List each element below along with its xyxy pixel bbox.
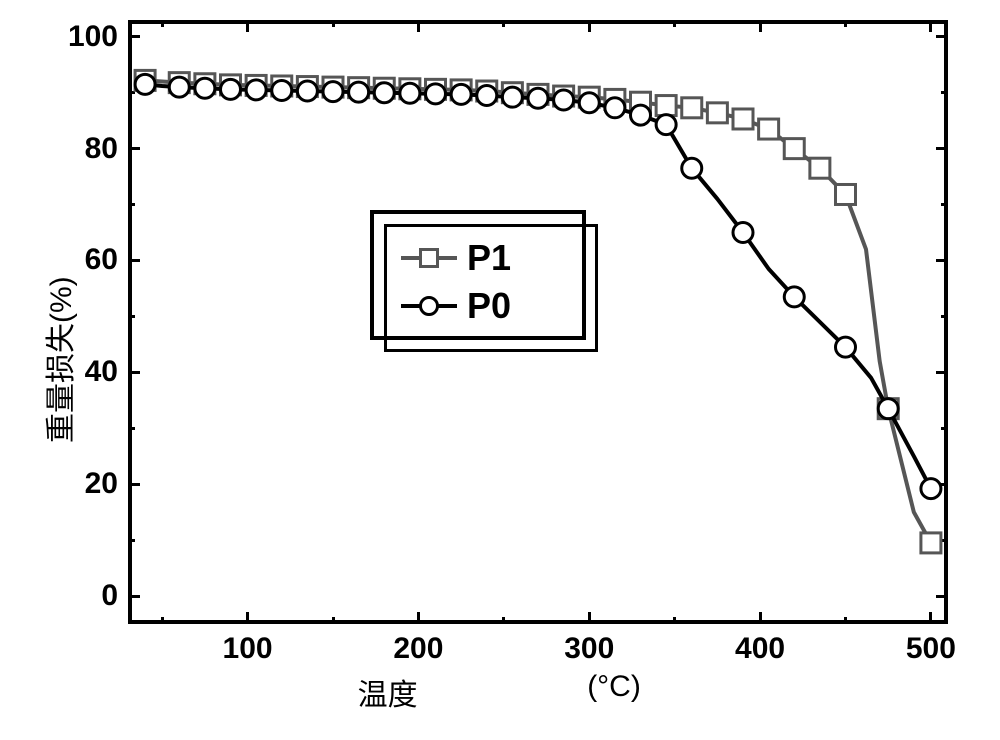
series-marker-P0	[733, 223, 753, 243]
series-marker-P0	[477, 86, 497, 106]
series-marker-P1	[707, 103, 727, 123]
series-marker-P0	[451, 84, 471, 104]
series-marker-P0	[921, 479, 941, 499]
series-marker-P1	[921, 533, 941, 553]
series-marker-P0	[221, 79, 241, 99]
legend-sample-marker	[419, 248, 439, 268]
series-marker-P0	[528, 88, 548, 108]
series-marker-P0	[297, 81, 317, 101]
legend-label: P1	[467, 237, 511, 279]
series-marker-P0	[272, 80, 292, 100]
series-marker-P0	[784, 287, 804, 307]
series-marker-P0	[502, 87, 522, 107]
series-marker-P0	[631, 105, 651, 125]
series-marker-P0	[836, 337, 856, 357]
series-marker-P0	[374, 83, 394, 103]
series-marker-P0	[426, 84, 446, 104]
series-marker-P0	[246, 80, 266, 100]
series-marker-P0	[682, 158, 702, 178]
series-marker-P1	[759, 119, 779, 139]
series-marker-P0	[878, 399, 898, 419]
series-marker-P0	[656, 115, 676, 135]
legend-sample-marker	[419, 296, 439, 316]
series-marker-P1	[733, 109, 753, 129]
series-marker-P0	[605, 98, 625, 118]
series-marker-P0	[135, 74, 155, 94]
series-marker-P0	[323, 82, 343, 102]
series-marker-P1	[784, 139, 804, 159]
legend-sample-line	[401, 256, 457, 260]
series-marker-P1	[682, 98, 702, 118]
series-marker-P0	[400, 83, 420, 103]
legend: P1P0	[370, 210, 586, 340]
series-marker-P0	[349, 82, 369, 102]
legend-item-P1: P1	[401, 237, 511, 279]
plot-svg	[0, 0, 1000, 740]
series-marker-P1	[810, 158, 830, 178]
series-marker-P0	[554, 90, 574, 110]
legend-label: P0	[467, 285, 511, 327]
legend-item-P0: P0	[401, 285, 511, 327]
legend-sample-line	[401, 304, 457, 308]
series-marker-P1	[836, 184, 856, 204]
series-marker-P1	[656, 96, 676, 116]
series-marker-P0	[579, 93, 599, 113]
legend-inner: P1P0	[384, 224, 598, 352]
chart-container: 100200300400500020406080100温度(°C)重量损失(%)…	[0, 0, 1000, 740]
series-marker-P0	[195, 78, 215, 98]
series-marker-P0	[169, 77, 189, 97]
